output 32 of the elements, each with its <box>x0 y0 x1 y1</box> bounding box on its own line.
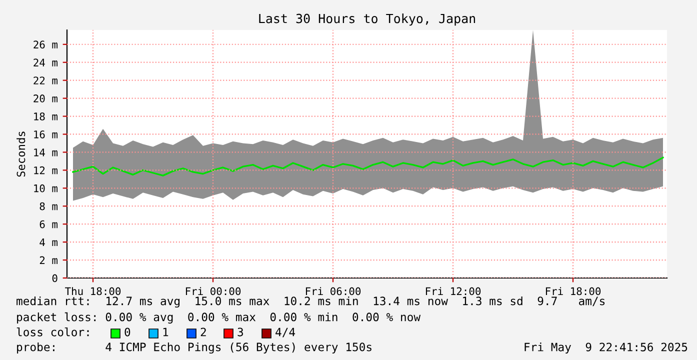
y-tick-label: 12 m <box>34 166 58 174</box>
x-tick-label: Fri 00:00 <box>186 287 241 296</box>
text: loss color: <box>16 327 89 336</box>
y-tick-label: 16 m <box>34 130 58 138</box>
text: median rtt: 12.7 ms avg 15.0 ms max 10.2 ms min 13.4 ms now 1.3 ms sd 9.7 am/s <box>16 296 605 308</box>
y-axis-title: Seconds <box>16 132 26 177</box>
x-tick-label: Fri 06:00 <box>306 287 361 296</box>
y-tick-label: 14 m <box>34 148 58 156</box>
y-tick-label: 20 m <box>34 94 58 102</box>
chart-title: Last 30 Hours to Tokyo, Japan <box>259 14 476 26</box>
text: Fri May 9 22:41:56 2025 <box>524 342 688 354</box>
y-tick-label: 26 m <box>34 40 58 49</box>
y-tick-label: 22 m <box>34 76 58 84</box>
y-tick-label: 18 m <box>34 112 58 120</box>
line-series <box>72 156 664 176</box>
x-tick-label: Fri 12:00 <box>426 287 481 296</box>
y-tick-label: 2 m <box>40 256 58 264</box>
text: 1 <box>163 328 168 336</box>
y-tick-label: 8 m <box>40 202 58 210</box>
text: 3 <box>238 328 243 336</box>
text: probe: 4 ICMP Echo Pings (56 Bytes) every 150s <box>17 342 372 354</box>
y-tick-label: 4 m <box>40 238 58 246</box>
text: 2 <box>200 328 206 336</box>
y-tick-label: 10 m <box>34 184 58 192</box>
text: 4/4 <box>276 328 296 338</box>
y-tick-label: 24 m <box>34 58 58 66</box>
text: packet loss: 0.00 % avg 0.00 % max 0.00 % min 0.00 % now <box>17 312 421 324</box>
text: 0 <box>124 328 130 336</box>
x-tick-label: Thu 18:00 <box>65 287 121 296</box>
y-tick-label: 0 <box>52 274 58 282</box>
x-tick-label: Fri 18:00 <box>546 287 601 296</box>
y-tick-label: 6 m <box>40 220 58 228</box>
